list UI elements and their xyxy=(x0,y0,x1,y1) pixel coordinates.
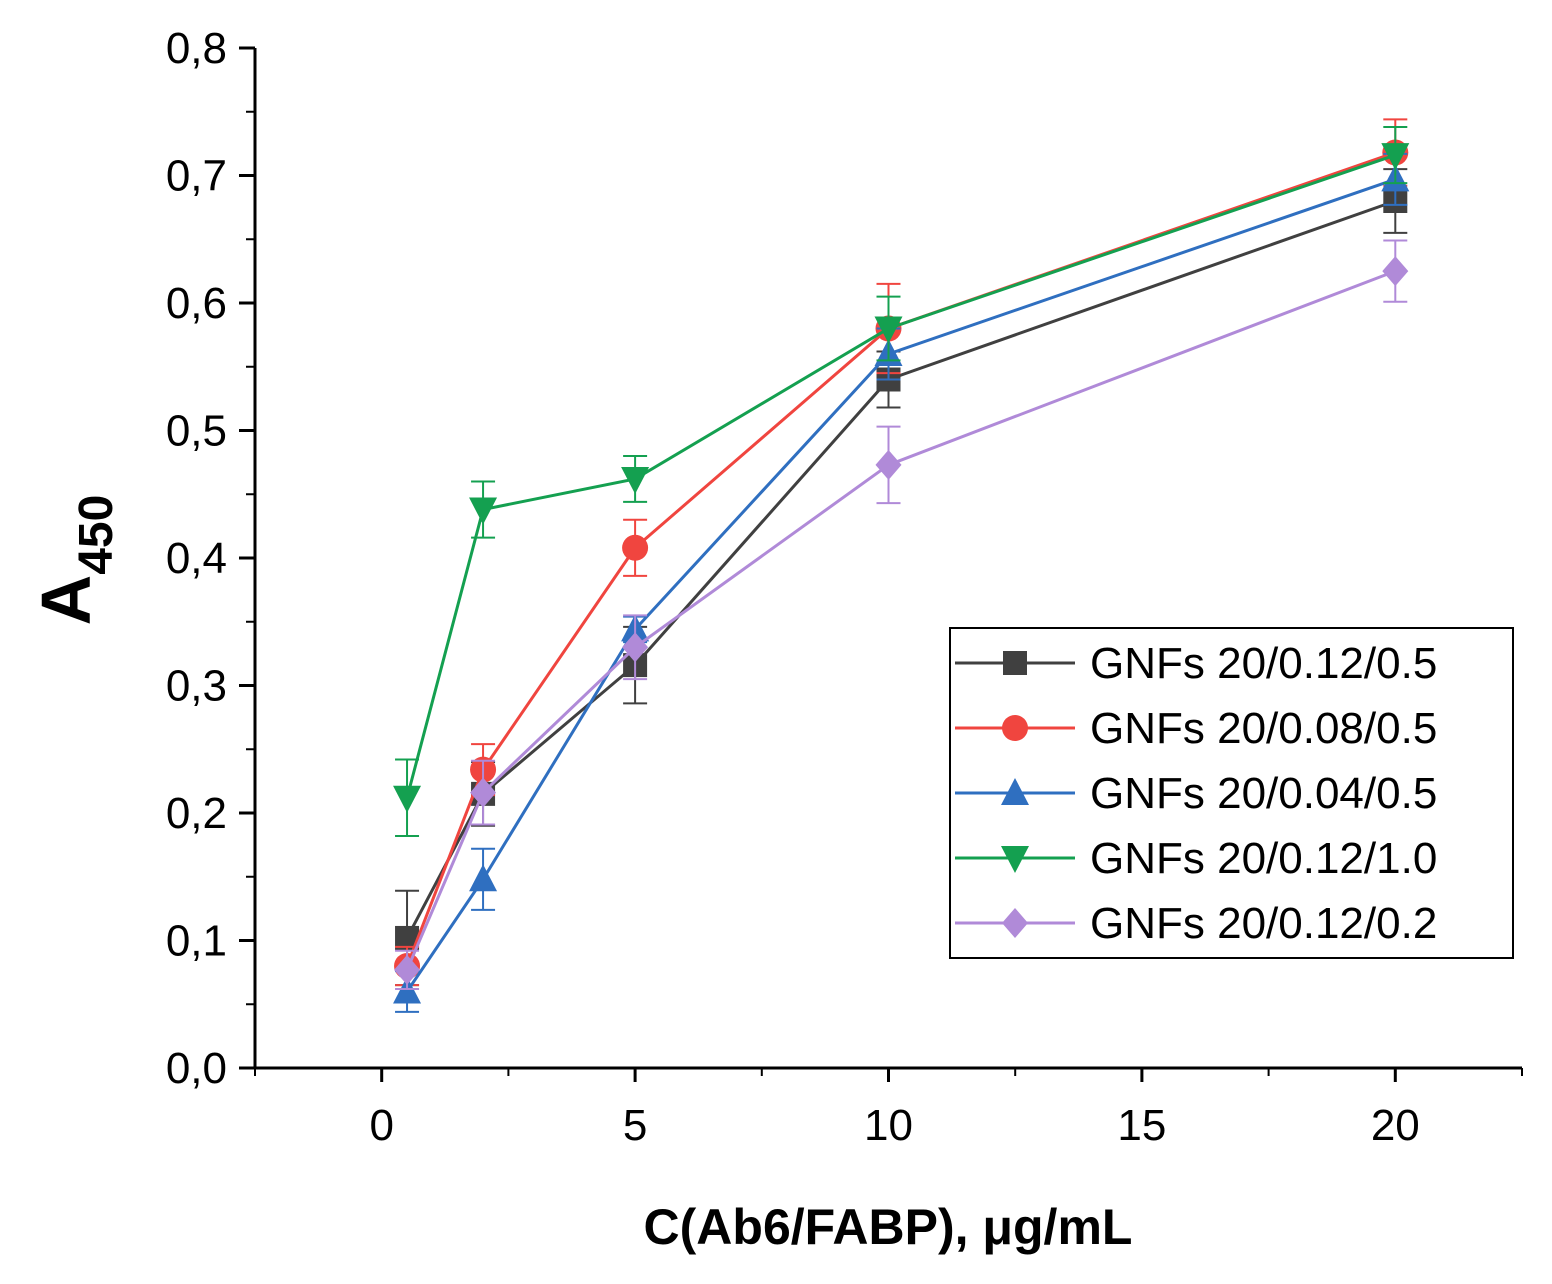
y-tick-label: 0,5 xyxy=(166,407,227,456)
x-axis-title: C(Ab6/FABP), μg/mL xyxy=(644,1199,1133,1255)
y-tick-label: 0,3 xyxy=(166,662,227,711)
data-point xyxy=(469,864,498,892)
data-point xyxy=(470,777,497,808)
data-point xyxy=(1381,143,1410,171)
series-layer xyxy=(393,118,1410,1013)
y-tick-label: 0,4 xyxy=(166,534,227,583)
series-5 xyxy=(394,239,1409,990)
data-point xyxy=(394,954,421,985)
y-axis-title-subscript: 450 xyxy=(70,495,123,575)
legend-swatch-marker xyxy=(1002,908,1028,938)
x-tick-label: 5 xyxy=(623,1101,647,1150)
y-tick-label: 0,7 xyxy=(166,152,227,201)
legend-item: GNFs 20/0.12/0.2 xyxy=(955,899,1437,948)
legend-item: GNFs 20/0.12/1.0 xyxy=(955,834,1437,883)
x-tick-label: 0 xyxy=(369,1101,393,1150)
legend-label: GNFs 20/0.04/0.5 xyxy=(1090,769,1437,818)
legend-swatch-marker xyxy=(1001,778,1029,805)
legend-swatch-marker xyxy=(1001,846,1029,873)
x-tick-label: 15 xyxy=(1117,1101,1166,1150)
legend-label: GNFs 20/0.12/1.0 xyxy=(1090,834,1437,883)
data-point xyxy=(622,632,649,663)
data-point xyxy=(393,785,422,813)
y-tick-label: 0,6 xyxy=(166,279,227,328)
x-tick-label: 10 xyxy=(864,1101,913,1150)
y-axis-title-main: A xyxy=(27,575,105,626)
y-tick-label: 0,8 xyxy=(166,24,227,73)
y-tick-label: 0,2 xyxy=(166,789,227,838)
data-point xyxy=(875,449,902,480)
data-point xyxy=(469,497,498,525)
x-tick-label: 20 xyxy=(1371,1101,1420,1150)
legend-label: GNFs 20/0.08/0.5 xyxy=(1090,704,1437,753)
y-ticks: 0,0 0,1 0,2 0,3 0,4 0,5 0,6 0,7 0,8 xyxy=(166,24,255,1093)
data-point xyxy=(622,534,649,561)
legend-item: GNFs 20/0.12/0.5 xyxy=(955,639,1437,688)
legend: GNFs 20/0.12/0.5 GNFs 20/0.08/0.5 GNFs 20/… xyxy=(949,627,1514,959)
legend-item: GNFs 20/0.04/0.5 xyxy=(955,769,1437,818)
legend-entries: GNFs 20/0.12/0.5 GNFs 20/0.08/0.5 GNFs 20/… xyxy=(955,639,1437,948)
legend-swatch-marker xyxy=(1002,715,1028,741)
data-point xyxy=(1382,256,1409,287)
data-point xyxy=(874,316,903,344)
series-4 xyxy=(393,126,1410,837)
legend-label: GNFs 20/0.12/0.2 xyxy=(1090,899,1437,948)
legend-item: GNFs 20/0.08/0.5 xyxy=(955,704,1437,753)
data-point xyxy=(393,976,422,1004)
x-ticks: 0 5 10 15 20 xyxy=(254,1068,1523,1150)
legend-swatch-marker xyxy=(1003,651,1027,675)
data-point xyxy=(621,466,650,494)
y-tick-label: 0,1 xyxy=(166,917,227,966)
y-axis-title: A450 xyxy=(27,495,123,626)
legend-label: GNFs 20/0.12/0.5 xyxy=(1090,639,1437,688)
y-tick-label: 0,0 xyxy=(166,1044,227,1093)
